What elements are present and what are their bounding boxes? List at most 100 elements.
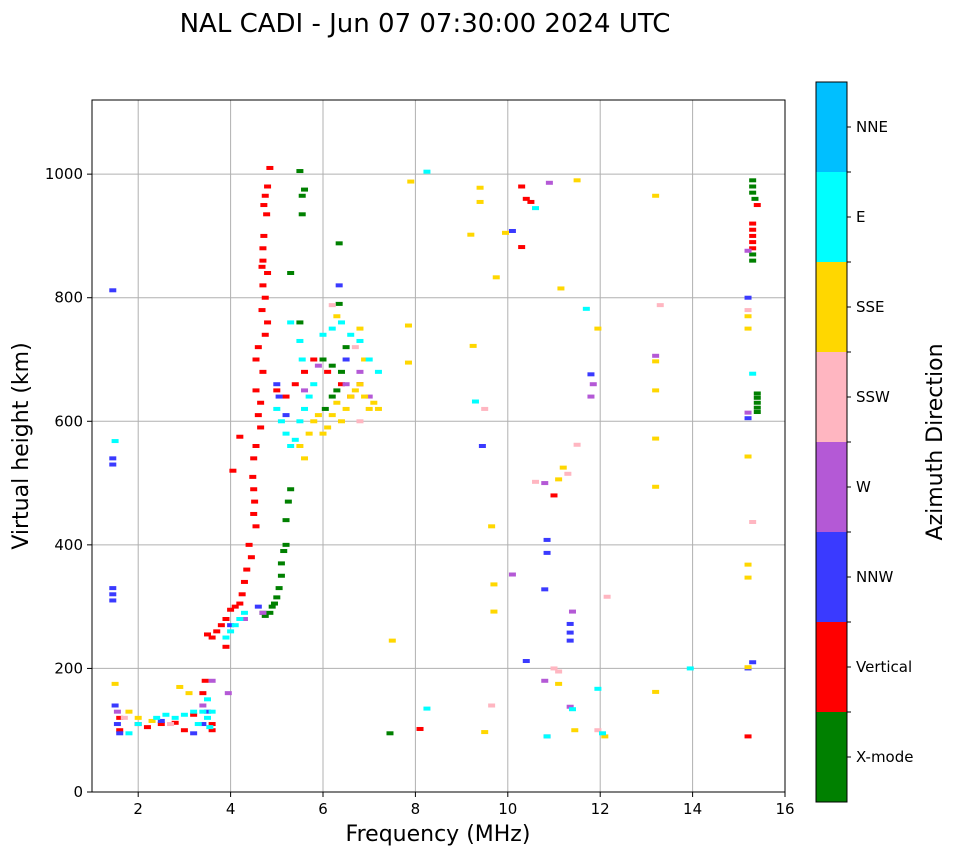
series-nnw: [109, 228, 757, 736]
data-point: [111, 439, 119, 444]
data-point: [361, 394, 369, 399]
data-point: [555, 669, 563, 674]
data-point: [365, 357, 373, 362]
data-point: [185, 691, 193, 696]
data-point: [229, 468, 237, 473]
data-point: [310, 419, 318, 424]
colorbar: X-mode Vertical NNW W SSW SSE E NNE: [815, 81, 913, 803]
data-point: [305, 394, 313, 399]
data-point: [328, 303, 336, 308]
data-point: [296, 444, 304, 448]
data-point: [204, 697, 211, 702]
data-point: [744, 416, 752, 421]
colorbar-tick-label: W: [856, 478, 871, 496]
grid-lines: [92, 100, 786, 793]
data-point: [259, 369, 267, 374]
data-point: [236, 601, 244, 606]
data-point: [296, 169, 304, 174]
data-point: [566, 704, 574, 709]
data-point: [333, 314, 341, 319]
x-axis-ticks: 2 4 6 8 10 12 14 16: [133, 792, 795, 818]
data-point: [204, 632, 211, 637]
data-point: [328, 363, 336, 368]
data-point: [231, 604, 239, 609]
data-point: [594, 728, 602, 733]
data-point: [686, 666, 694, 671]
data-point: [532, 206, 540, 211]
data-point: [266, 610, 274, 615]
colorbar-segment: [816, 262, 847, 352]
data-point: [564, 471, 572, 476]
data-points: [109, 165, 761, 739]
data-point: [277, 419, 285, 424]
data-point: [213, 629, 221, 634]
data-point: [287, 271, 295, 275]
data-point: [751, 196, 759, 201]
colorbar-segment: [816, 442, 847, 532]
data-point: [287, 487, 295, 492]
data-point: [541, 678, 549, 683]
data-point: [252, 444, 260, 448]
data-point: [555, 477, 563, 482]
data-point: [254, 413, 262, 418]
data-point: [321, 406, 329, 411]
data-point: [319, 332, 327, 337]
data-point: [744, 665, 752, 670]
data-point: [550, 666, 558, 671]
data-point: [347, 332, 355, 337]
data-point: [356, 338, 364, 343]
data-point: [252, 357, 260, 362]
data-point: [264, 271, 272, 275]
data-point: [243, 567, 251, 572]
data-point: [190, 731, 198, 736]
data-point: [749, 371, 757, 376]
data-point: [744, 575, 752, 580]
data-point: [347, 394, 355, 399]
data-point: [296, 419, 304, 424]
y-tick-label: 800: [54, 289, 83, 307]
colorbar-segment: [816, 172, 847, 262]
data-point: [282, 431, 290, 436]
data-point: [240, 579, 248, 584]
data-point: [337, 369, 345, 374]
data-point: [116, 728, 124, 733]
data-point: [280, 549, 288, 554]
data-point: [744, 295, 752, 300]
data-point: [282, 518, 290, 523]
data-point: [749, 221, 757, 226]
series-sse: [111, 178, 752, 739]
x-axis-label: Frequency (MHz): [346, 822, 531, 847]
data-point: [416, 726, 424, 731]
data-point: [365, 394, 373, 399]
data-point: [109, 456, 117, 461]
data-point: [328, 326, 336, 331]
data-point: [501, 230, 509, 235]
data-point: [541, 481, 549, 486]
data-point: [125, 709, 133, 714]
data-point: [374, 369, 382, 374]
data-point: [257, 400, 265, 405]
data-point: [238, 592, 246, 597]
data-point: [490, 582, 498, 587]
data-point: [527, 199, 535, 204]
x-tick-label: 4: [226, 800, 236, 818]
data-point: [125, 731, 133, 736]
data-point: [744, 248, 752, 253]
data-point: [508, 572, 516, 577]
data-point: [298, 357, 306, 362]
data-point: [342, 382, 350, 387]
data-point: [260, 203, 268, 208]
data-point: [492, 275, 500, 280]
data-point: [319, 357, 327, 362]
data-point: [301, 456, 309, 461]
data-point: [568, 707, 576, 712]
data-point: [518, 245, 526, 250]
data-point: [282, 413, 290, 418]
series-w: [113, 180, 752, 739]
data-point: [148, 718, 156, 723]
data-point: [571, 728, 579, 733]
data-point: [541, 587, 549, 592]
data-point: [250, 511, 258, 516]
data-point: [264, 320, 272, 325]
